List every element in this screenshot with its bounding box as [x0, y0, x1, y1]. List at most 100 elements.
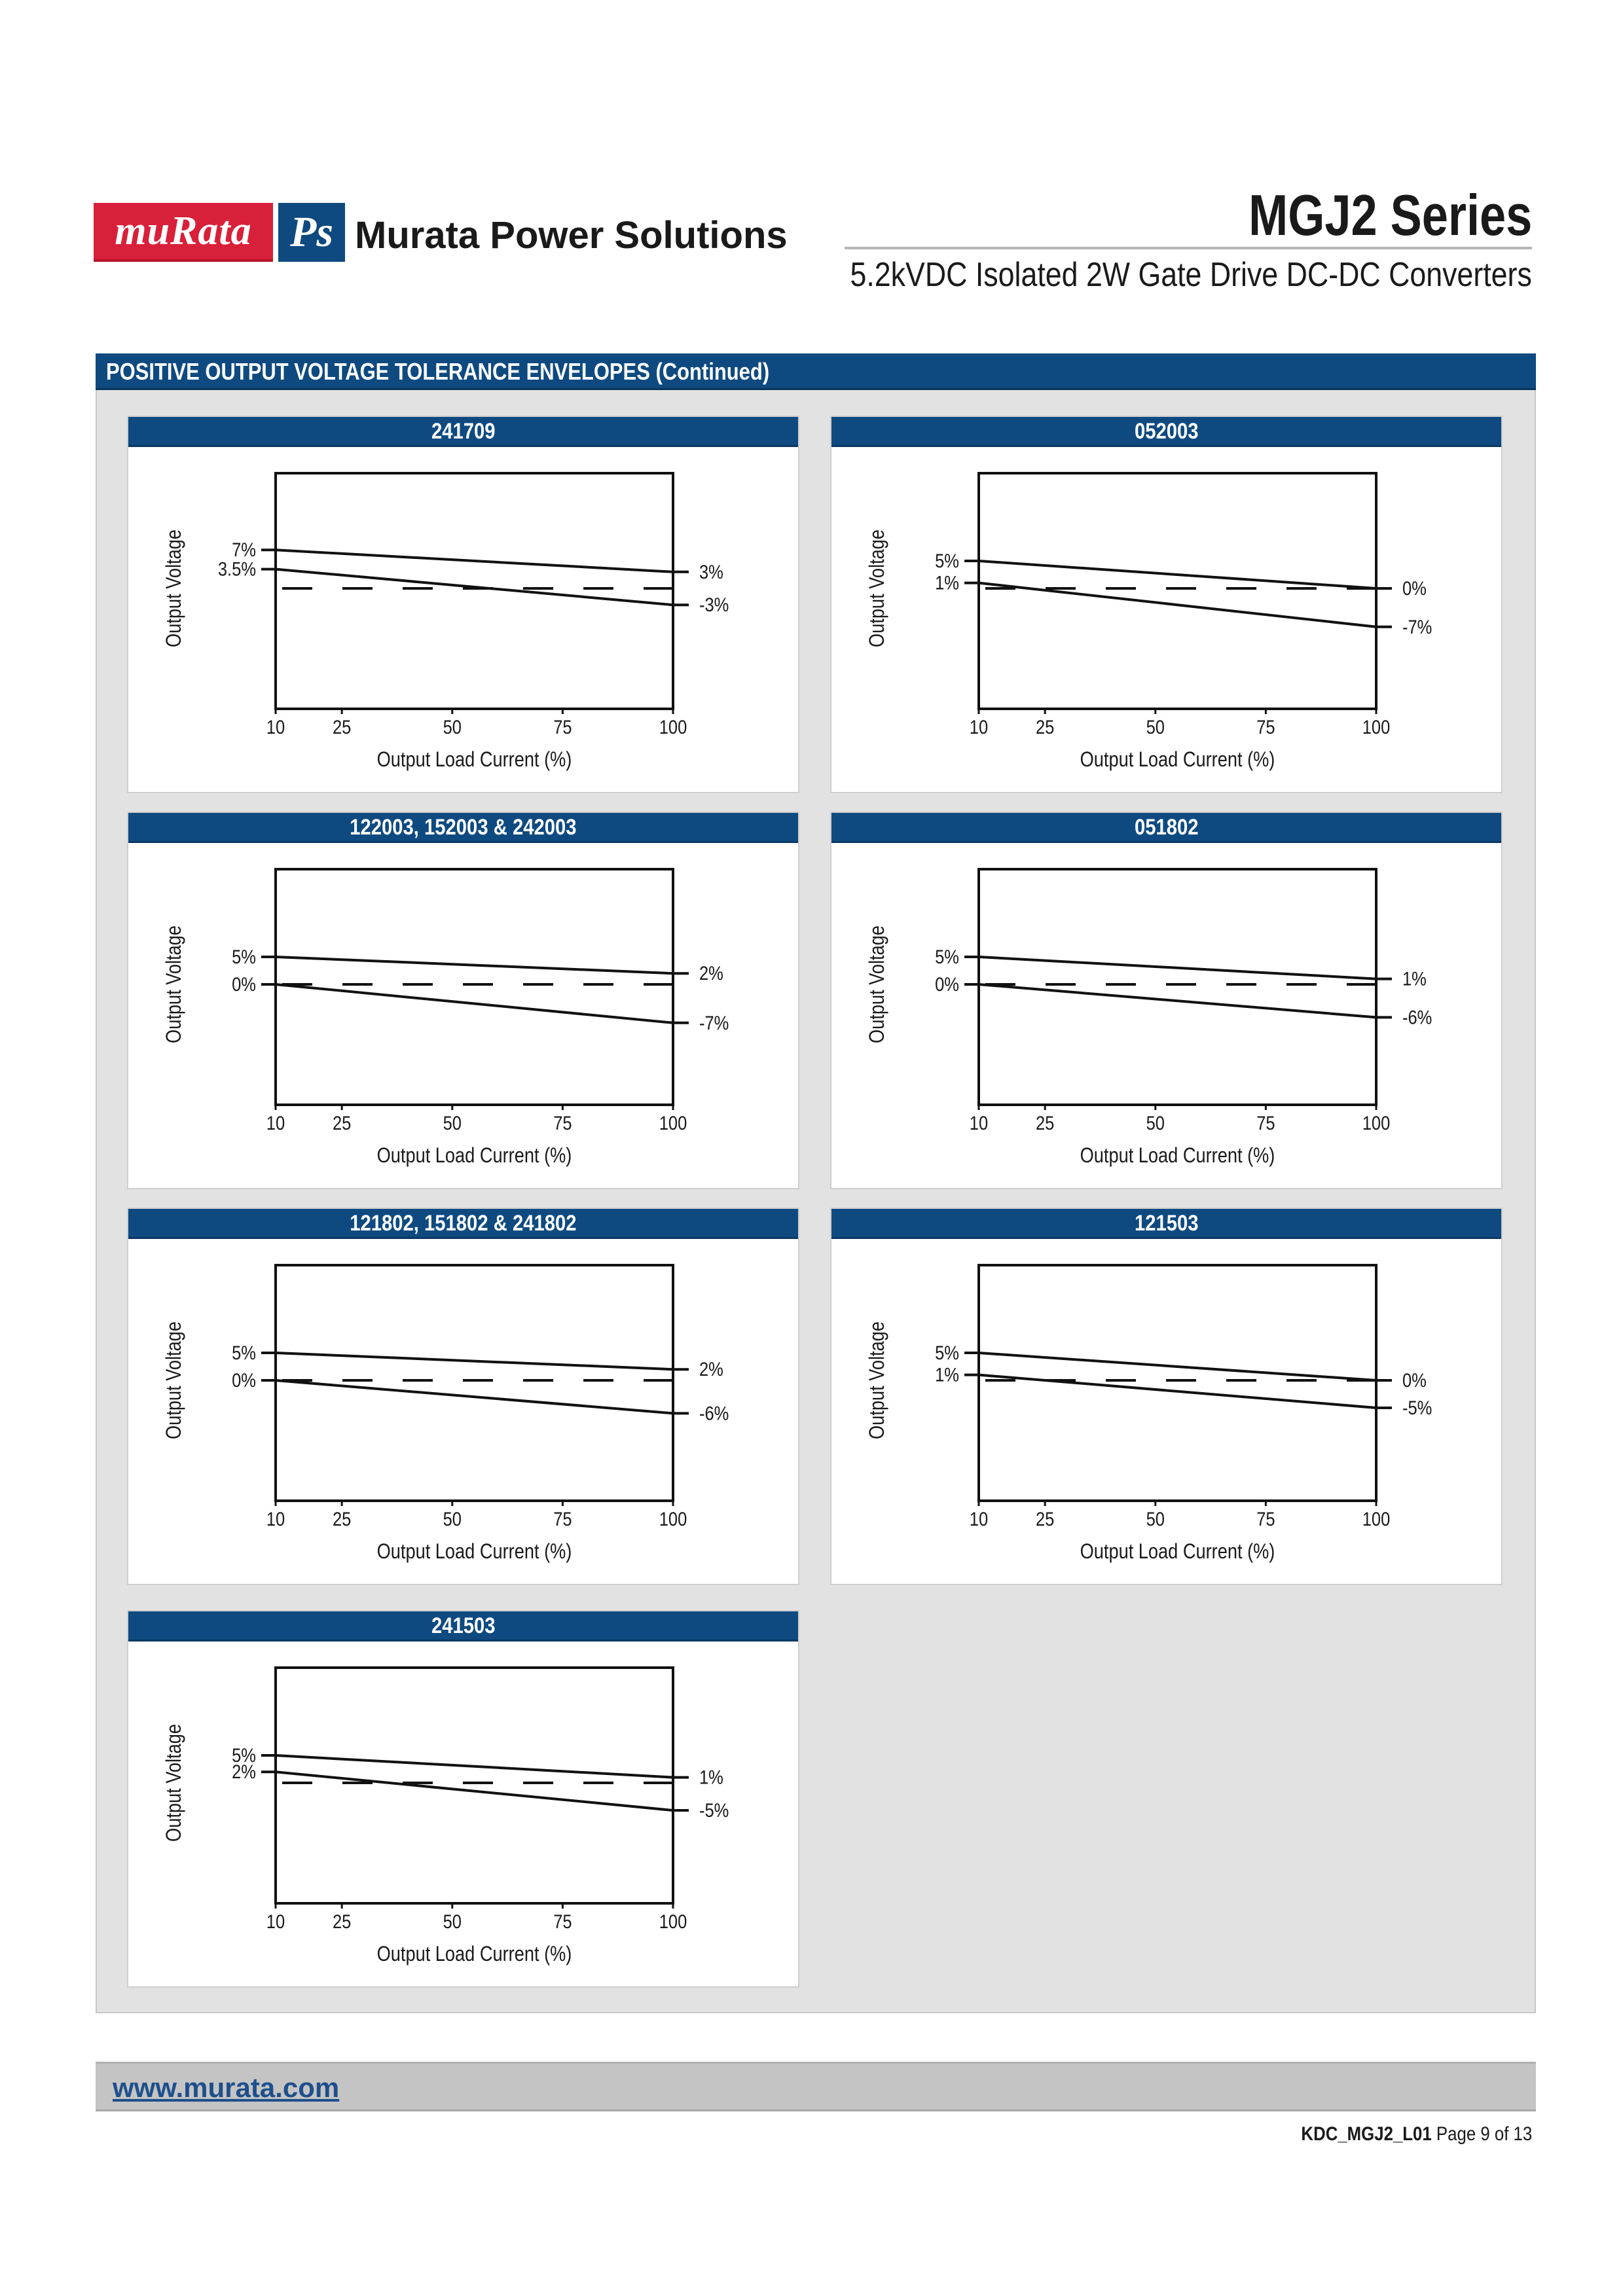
x-tick-label: 25: [333, 1112, 351, 1134]
end-value-label: 2%: [699, 1358, 723, 1380]
y-axis-label: Output Voltage: [866, 1321, 889, 1439]
start-value-label: 5%: [935, 946, 959, 967]
x-axis-label: Output Load Current (%): [1080, 748, 1275, 772]
chart-panel-051802: 051802 10 25 50 75 100 Output Load Current (%…: [830, 812, 1503, 1189]
end-value-label: -5%: [699, 1799, 729, 1821]
ps-logo-text: Ps: [290, 208, 333, 256]
start-value-label: 5%: [935, 1342, 959, 1363]
x-tick-label: 50: [443, 1910, 462, 1932]
x-tick-label: 10: [970, 716, 988, 738]
x-tick-label: 100: [659, 1112, 687, 1134]
chart-title-bar: [128, 1611, 798, 1641]
end-value-label: 1%: [699, 1767, 723, 1788]
brand-name: Murata Power Solutions: [355, 214, 788, 257]
chart-title-bar: [128, 1209, 798, 1239]
end-value-label: 0%: [1402, 1369, 1427, 1391]
x-axis-label: Output Load Current (%): [1080, 1540, 1275, 1564]
x-tick-label: 50: [443, 716, 462, 738]
y-axis-label: Output Voltage: [162, 1724, 186, 1842]
start-value-label: 2%: [232, 1761, 256, 1782]
chart-title: 121802, 151802 & 241802: [350, 1211, 577, 1236]
x-tick-label: 50: [1146, 1112, 1165, 1134]
page-number: Page 9 of 13: [1436, 2123, 1532, 2145]
chart-panel-052003: 052003 10 25 50 75 100 Output Load Current (%…: [830, 416, 1503, 793]
start-value-label: 0%: [232, 1369, 256, 1391]
end-value-label: 2%: [699, 962, 723, 984]
end-value-label: 0%: [1402, 577, 1427, 599]
y-axis-label: Output Voltage: [162, 1321, 186, 1439]
x-tick-label: 25: [333, 1508, 351, 1530]
page-footer: KDC_MGJ2_L01 Page 9 of 13: [1301, 2123, 1532, 2145]
start-value-label: 5%: [232, 1744, 256, 1766]
chart-title-bar: [128, 813, 798, 843]
plot-frame: [274, 472, 674, 710]
x-axis-label: Output Load Current (%): [377, 748, 572, 772]
x-tick-label: 75: [553, 716, 572, 738]
chart-title: 121503: [1134, 1211, 1199, 1236]
x-tick-label: 75: [553, 1508, 572, 1530]
envelope-line-lower: [275, 1379, 674, 1415]
chart-title: 122003, 152003 & 242003: [350, 815, 577, 840]
x-tick-label: 50: [443, 1112, 462, 1134]
chart-title-bar: [831, 1209, 1501, 1239]
chart-panel-121802-151802-241802: 121802, 151802 & 241802 10 25 50 75 100 Outpu…: [127, 1208, 799, 1585]
website-link[interactable]: www.murata.com: [113, 2072, 340, 2103]
document-subtitle: 5.2kVDC Isolated 2W Gate Drive DC-DC Con…: [850, 256, 1532, 294]
x-tick-label: 100: [659, 1910, 687, 1932]
x-tick-label: 50: [1146, 1508, 1165, 1530]
envelope-line-upper: [978, 560, 1377, 590]
x-tick-label: 25: [333, 1910, 351, 1932]
chart-svg: 10 25 50 75 100 Output Load Current (%) Output…: [866, 1264, 1432, 1564]
plot-frame: [977, 1264, 1377, 1502]
series-title: MGJ2 Series: [1248, 183, 1532, 247]
envelope-line-upper: [978, 1352, 1377, 1382]
end-value-label: -3%: [699, 594, 729, 615]
start-value-label: 0%: [935, 973, 959, 995]
start-value-label: 1%: [935, 1364, 959, 1386]
envelope-line-upper: [275, 1754, 674, 1779]
x-axis-label: Output Load Current (%): [1080, 1144, 1275, 1168]
plot-frame: [274, 1666, 674, 1905]
envelope-line-lower: [978, 983, 1377, 1019]
x-tick-label: 75: [1256, 1508, 1275, 1530]
footer-bar: [96, 2062, 1536, 2111]
header-divider: [845, 247, 1532, 249]
murata-logo-text: muRata: [115, 208, 252, 253]
section-header-bar: [96, 353, 1536, 390]
end-value-label: -7%: [1402, 616, 1432, 637]
x-tick-label: 100: [659, 716, 687, 738]
start-value-label: 5%: [232, 1342, 256, 1363]
power-solutions-logo: Ps: [278, 203, 345, 262]
chart-svg: 10 25 50 75 100 Output Load Current (%) Output…: [866, 868, 1432, 1168]
start-value-label: 5%: [935, 550, 959, 571]
x-tick-label: 75: [553, 1910, 572, 1932]
end-value-label: 1%: [1402, 968, 1427, 990]
y-axis-label: Output Voltage: [162, 925, 186, 1043]
plot-frame: [274, 1264, 674, 1502]
start-value-label: 3.5%: [218, 558, 256, 580]
end-value-label: -6%: [1402, 1006, 1432, 1028]
chart-title: 241503: [431, 1613, 496, 1638]
envelope-line-lower: [978, 1373, 1377, 1409]
end-value-label: -7%: [699, 1012, 729, 1033]
end-value-label: -6%: [699, 1402, 729, 1424]
x-tick-label: 50: [443, 1508, 462, 1530]
envelope-line-upper: [275, 548, 674, 573]
chart-title: 241709: [431, 419, 496, 444]
document-code: KDC_MGJ2_L01: [1301, 2123, 1432, 2145]
x-tick-label: 100: [1362, 1112, 1391, 1134]
chart-panel-122003-152003-242003: 122003, 152003 & 242003 10 25 50 75 100 Outpu…: [127, 812, 799, 1189]
x-tick-label: 10: [266, 716, 285, 738]
x-tick-label: 100: [1362, 1508, 1391, 1530]
plot-frame: [977, 472, 1377, 710]
murata-logo: muRata: [94, 203, 273, 262]
start-value-label: 7%: [232, 539, 256, 560]
x-tick-label: 10: [266, 1508, 285, 1530]
plot-frame: [274, 868, 674, 1106]
chart-title: 051802: [1134, 815, 1199, 840]
x-tick-label: 75: [1256, 716, 1275, 738]
start-value-label: 1%: [935, 572, 959, 594]
start-value-label: 5%: [232, 946, 256, 967]
x-tick-label: 50: [1146, 716, 1165, 738]
chart-svg: 10 25 50 75 100 Output Load Current (%) Output…: [162, 868, 729, 1168]
